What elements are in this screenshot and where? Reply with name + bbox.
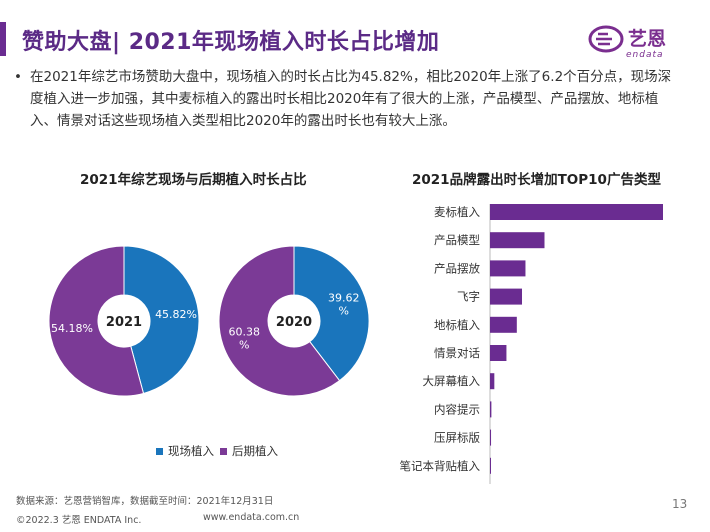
logo-text-cn: 艺恩 (628, 28, 667, 50)
bar-5 (490, 316, 517, 333)
donut-2020-label-post: 60.38 (229, 325, 261, 338)
bar-10 (490, 457, 491, 474)
intro-text: 在2021年综艺市场赞助大盘中，现场植入的时长占比为45.82%，相比2020年… (30, 69, 672, 129)
bar-category-label-7: 大屏幕植入 (423, 374, 481, 388)
donut-chart-title: 2021年综艺现场与后期植入时长占比 (80, 172, 307, 188)
bullet-point: • (14, 69, 22, 85)
donut-2021-label-onsite: 45.82% (155, 308, 197, 321)
page-number: 13 (672, 497, 688, 511)
bar-category-label-5: 地标植入 (434, 318, 480, 332)
brand-logo: 艺恩 endata (588, 18, 684, 64)
bar-category-label-2: 产品模型 (434, 233, 480, 247)
donut-2021-slice-post (48, 245, 145, 397)
donut-center-label-2020: 2020 (276, 315, 312, 330)
bar-category-label-4: 飞字 (457, 290, 480, 304)
donut-2020-slice-onsite (293, 245, 370, 382)
donut-2020-label-post: % (239, 338, 249, 351)
bar-2 (490, 232, 545, 249)
legend-swatch-post (220, 448, 227, 455)
bar-chart-title: 2021品牌露出时长增加TOP10广告类型 (412, 172, 661, 188)
bar-8 (490, 401, 492, 418)
bar-3 (490, 260, 526, 277)
page-title: 赞助大盘| 2021年现场植入时长占比增加 (22, 30, 440, 55)
intro-paragraph: • 在2021年综艺市场赞助大盘中，现场植入的时长占比为45.82%，相比202… (14, 66, 684, 132)
logo-text-en: endata (626, 50, 664, 60)
bar-1 (490, 204, 663, 220)
bar-category-label-10: 笔记本背贴植入 (400, 459, 481, 473)
bar-category-label-3: 产品摆放 (434, 261, 480, 275)
bar-category-label-9: 压屏标版 (434, 431, 480, 445)
footer-url[interactable]: www.endata.com.cn (203, 512, 300, 523)
bar-category-label-1: 麦标植入 (434, 205, 480, 219)
bar-6 (490, 345, 507, 361)
donut-2020-label-onsite: 39.62 (328, 292, 360, 305)
bar-9 (490, 429, 492, 446)
bar-category-label-6: 情景对话 (434, 346, 480, 360)
legend-swatch-onsite (156, 448, 163, 455)
legend-label-onsite: 现场植入 (168, 444, 214, 458)
endata-logo-icon (588, 25, 624, 53)
legend-label-post: 后期植入 (232, 444, 278, 458)
bar-7 (490, 373, 495, 390)
title-accent-bar (0, 22, 6, 56)
donut-2020-label-onsite: % (339, 305, 349, 318)
donut-2021-label-post: 54.18% (51, 322, 93, 335)
footer-source: 数据来源：艺恩营销智库，数据截至时间：2021年12月31日 (16, 496, 274, 507)
footer-copyright: ©2022.3 艺恩 ENDATA Inc. (16, 515, 142, 526)
bar-4 (490, 288, 523, 305)
donut-2020-slice-post (218, 245, 341, 397)
bar-category-label-8: 内容提示 (434, 402, 480, 416)
donut-2021-slice-onsite (123, 245, 200, 395)
donut-center-label-2021: 2021 (106, 315, 142, 330)
